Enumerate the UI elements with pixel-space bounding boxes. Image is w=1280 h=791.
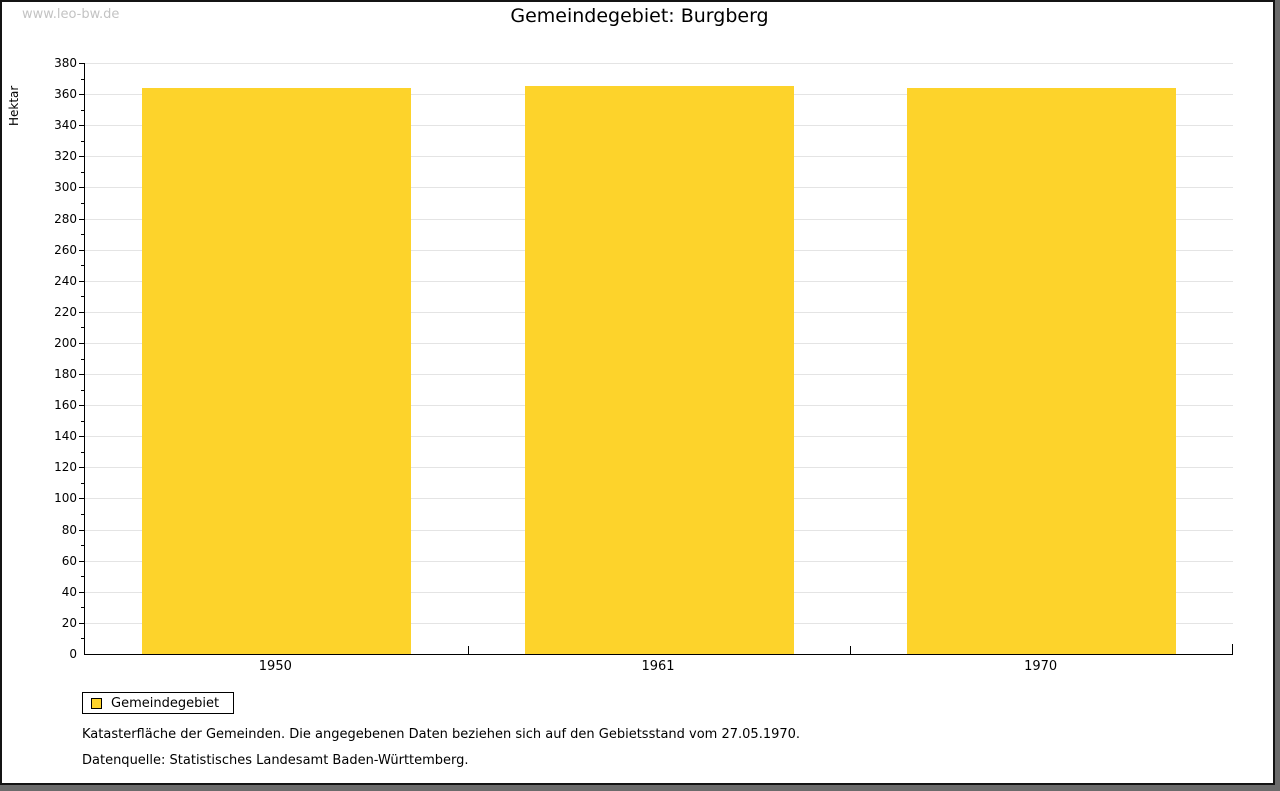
y-tick-label: 100	[54, 491, 77, 506]
plot-area: 20 40 60 80 100 120 140 160 180 200 220 240 260 280 30…	[54, 56, 1233, 661]
y-major-tick	[79, 436, 84, 438]
y-major-tick	[79, 125, 84, 127]
y-major-tick	[79, 63, 84, 64]
x-tick-label-1970: 1970	[1024, 659, 1058, 674]
y-major-tick	[79, 94, 84, 96]
y-minor-tick	[81, 607, 84, 609]
y-tick-label: 120	[54, 460, 77, 475]
y-major-tick	[79, 249, 84, 251]
x-tick-label-1961: 1961	[641, 659, 675, 674]
page-title: Gemeindegebiet: Burgberg	[510, 5, 769, 27]
footnote-gebietsstand: Katasterfläche der Gemeinden. Die angege…	[82, 727, 801, 742]
y-minor-tick	[81, 514, 84, 516]
y-minor-tick	[81, 296, 84, 298]
y-major-tick	[79, 187, 84, 189]
y-tick-label: 300	[54, 180, 77, 195]
y-minor-tick	[81, 451, 84, 453]
y-minor-tick	[81, 358, 84, 360]
y-major-tick	[79, 218, 84, 220]
x-tick-label-1950: 1950	[258, 659, 292, 674]
y-major-tick	[79, 591, 84, 593]
y-major-tick	[79, 342, 84, 344]
y-tick-label: 60	[61, 553, 77, 568]
y-tick-label: 140	[54, 429, 77, 444]
y-tick-label: 20	[61, 615, 77, 630]
y-tick-label: 160	[54, 398, 77, 413]
x-boundary-tick	[850, 646, 851, 654]
y-tick-label: 80	[61, 522, 77, 537]
y-tick-label: 280	[54, 211, 77, 226]
bar-1961	[524, 86, 794, 654]
y-minor-tick	[81, 327, 84, 329]
y-minor-tick	[81, 420, 84, 422]
y-minor-tick	[81, 140, 84, 142]
y-major-tick	[79, 156, 84, 158]
y-minor-tick	[81, 78, 84, 80]
y-tick-label: 200	[54, 335, 77, 350]
y-minor-tick	[81, 109, 84, 111]
y-minor-tick	[81, 171, 84, 173]
y-major-tick	[79, 405, 84, 407]
x-boundary-tick	[468, 646, 469, 654]
y-major-tick	[79, 622, 84, 624]
y-major-tick	[79, 467, 84, 469]
y-major-tick	[79, 529, 84, 531]
y-minor-tick	[81, 638, 84, 640]
y-minor-tick	[81, 202, 84, 204]
x-axis-end-tick	[1232, 644, 1233, 654]
legend: Gemeindegebiet	[82, 692, 235, 714]
y-tick-label: 320	[54, 149, 77, 164]
y-minor-tick	[81, 389, 84, 391]
y-minor-tick	[81, 576, 84, 578]
y-major-tick	[79, 280, 84, 282]
y-major-tick	[79, 560, 84, 562]
y-axis-title: Hektar	[7, 85, 21, 126]
y-minor-tick	[81, 545, 84, 547]
legend-label: Gemeindegebiet	[111, 695, 220, 711]
y-minor-tick	[81, 482, 84, 484]
y-major-tick	[79, 374, 84, 376]
y-minor-tick	[81, 234, 84, 236]
y-tick-label: 360	[54, 87, 77, 102]
y-tick-label: 180	[54, 367, 77, 382]
footnote-datenquelle: Datenquelle: Statistisches Landesamt Bad…	[82, 753, 469, 768]
y-major-tick	[79, 498, 84, 500]
y-major-tick	[79, 311, 84, 313]
gridline	[85, 63, 1233, 64]
watermark: www.leo-bw.de	[2, 2, 130, 25]
y-tick-label: 340	[54, 118, 77, 133]
y-tick-label: 220	[54, 304, 77, 319]
bar-1950	[141, 88, 411, 654]
bar-1970	[907, 88, 1177, 654]
y-tick-label: 40	[61, 584, 77, 599]
y-minor-tick	[81, 265, 84, 267]
y-tick-label: 240	[54, 273, 77, 288]
y-tick-label: 0	[69, 647, 77, 661]
legend-swatch-icon	[91, 697, 102, 709]
y-tick-label: 380	[54, 56, 77, 70]
y-tick-label: 260	[54, 242, 77, 257]
